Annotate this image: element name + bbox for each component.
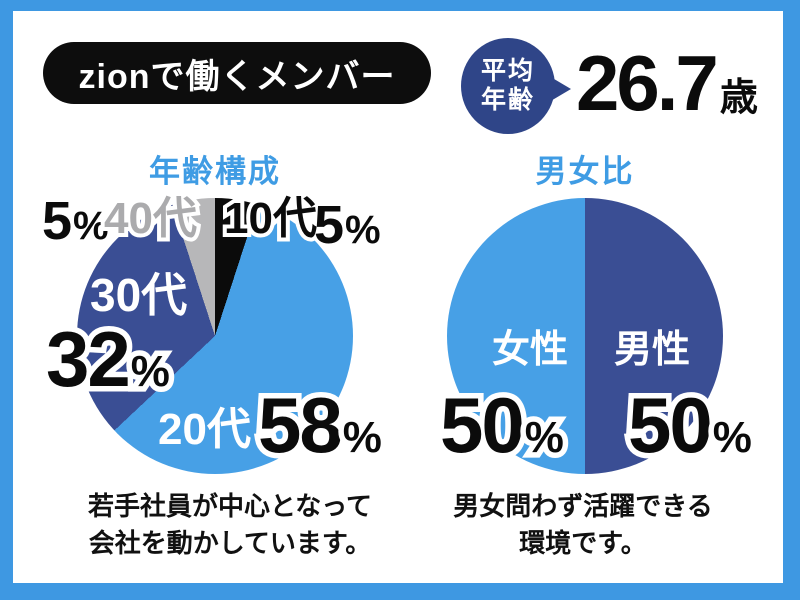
gender-female-label: 女性 (492, 329, 569, 371)
age-chart-caption: 若手社員が中心となって 会社を動かしています。 (40, 488, 420, 562)
percent-sign: % (125, 344, 175, 399)
percent-sign: % (707, 410, 757, 465)
percent-sign: % (345, 208, 381, 252)
gender-male-percent-value: 50 (623, 381, 719, 470)
age-20s-percent: 58% (253, 381, 388, 470)
age-20s-percent-value: 58 (253, 381, 349, 470)
gender-female-percent: 50% (435, 381, 570, 470)
gender-male-percent: 50% (623, 381, 758, 470)
gender-chart-caption: 男女問わず活躍できる 環境です。 (433, 488, 733, 562)
average-age-bubble: 平均 年齢 (461, 38, 555, 134)
age-pie-chart (77, 198, 353, 474)
age-chart-title: 年齢構成 (149, 154, 281, 189)
gender-chart-title: 男女比 (535, 154, 635, 189)
gender-male-label: 男性 (614, 329, 691, 371)
age-40s-label: 40代 (100, 193, 201, 245)
age-10s-percent-value: 5 (314, 195, 344, 255)
average-age-label-line1: 平均 (480, 56, 535, 85)
average-age-label-line2: 年齢 (480, 86, 535, 114)
gender-female-percent-value: 50 (435, 381, 531, 470)
age-10s-percent: 5% (314, 198, 381, 252)
age-caption-line2: 会社を動かしています。 (88, 527, 372, 558)
age-40s-percent: 5% (42, 194, 109, 248)
age-20s-label: 20代 (158, 405, 251, 454)
gender-caption-line1: 男女問わず活躍できる (453, 491, 713, 521)
gender-caption-line2: 環境です。 (519, 527, 647, 558)
age-30s-label: 30代 (90, 269, 188, 321)
average-age-value: 26.7 歳 (576, 44, 758, 122)
percent-sign: % (337, 410, 387, 465)
age-caption-line1: 若手社員が中心となって (88, 491, 372, 521)
average-age-unit: 歳 (719, 77, 758, 119)
age-10s-label: 10代 (220, 193, 321, 245)
age-40s-percent-value: 5 (42, 191, 72, 251)
header-title-pill: zionで働くメンバー (43, 42, 431, 104)
average-age-number: 26.7 (576, 39, 719, 127)
page-title: zionで働くメンバー (78, 57, 396, 96)
percent-sign: % (519, 410, 569, 465)
percent-sign: % (73, 204, 109, 248)
age-30s-percent: 32% (41, 315, 176, 404)
gender-pie-chart (447, 198, 723, 474)
age-30s-percent-value: 32 (41, 315, 137, 404)
speech-bubble-tail-icon (549, 76, 571, 102)
